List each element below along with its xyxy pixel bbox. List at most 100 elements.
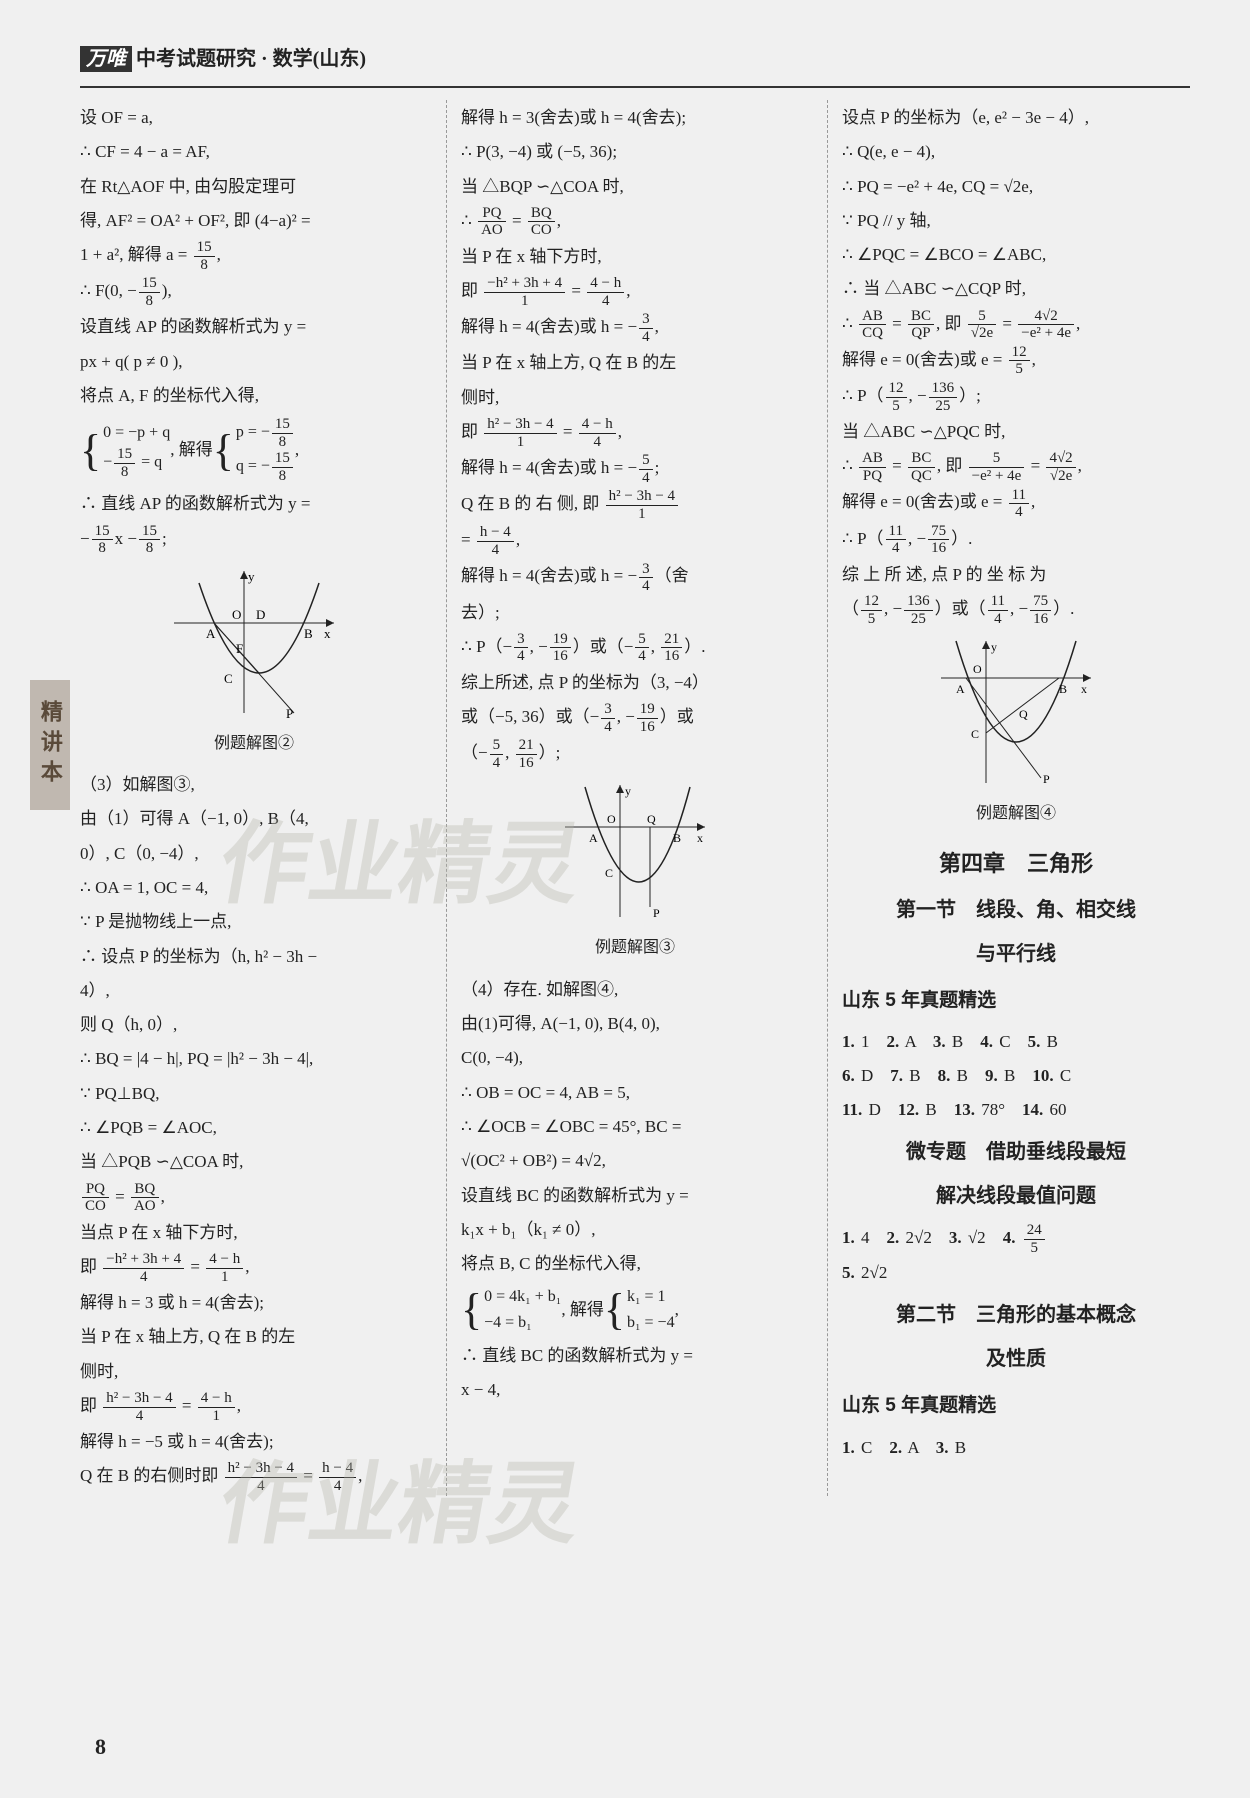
text-line: ∴ F(0, −158), [80, 275, 428, 309]
text-line: 综 上 所 述, 点 P 的 坐 标 为 [842, 559, 1190, 591]
section-title: 第二节 三角形的基本概念 [842, 1296, 1190, 1334]
text-line: 当 △PQB ∽△COA 时, [80, 1146, 428, 1178]
text-line: ∴ ABPQ = BCQC, 即 5−e² + 4e = 4√2√2e, [842, 450, 1190, 484]
text-line: 将点 B, C 的坐标代入得, [461, 1248, 809, 1280]
text-line: 即 −h² + 3h + 41 = 4 − h4, [461, 275, 809, 309]
svg-text:Q: Q [1019, 707, 1028, 721]
svg-text:y: y [248, 569, 255, 584]
svg-text:F: F [236, 641, 243, 656]
figure-caption: 例题解图④ [842, 799, 1190, 829]
text-line: 解得 h = 3 或 h = 4(舍去); [80, 1287, 428, 1319]
text-line: （−54, 2116）; [461, 737, 809, 771]
text-line: ∴ ∠PQB = ∠AOC, [80, 1112, 428, 1144]
text-line: 当 P 在 x 轴上方, Q 在 B 的左 [461, 347, 809, 379]
brand-logo: 万唯 [80, 46, 132, 72]
text-line: 当点 P 在 x 轴下方时, [80, 1217, 428, 1249]
text-line: 解得 h = 3(舍去)或 h = 4(舍去); [461, 102, 809, 134]
text-line: ∴ 当 △ABC ∽△CQP 时, [842, 273, 1190, 305]
text-line: ∴ PQ = −e² + 4e, CQ = √2e, [842, 171, 1190, 203]
text-line: ∴ P（−34, −1916）或（−54, 2116）. [461, 631, 809, 665]
text-line: （125, −13625）或（114, −7516）. [842, 593, 1190, 627]
svg-text:P: P [286, 706, 293, 721]
header-title: 中考试题研究 · 数学(山东) [136, 48, 366, 70]
text-line: 由(1)可得, A(−1, 0), B(4, 0), [461, 1008, 809, 1040]
exam-heading: 山东 5 年真题精选 [842, 1388, 1190, 1424]
svg-text:P: P [1043, 772, 1050, 786]
svg-text:B: B [673, 831, 681, 845]
text-line: ∴ Q(e, e − 4), [842, 136, 1190, 168]
answer-set-1: 1. 1 2. A 3. B 4. C 5. B 6. D 7. B 8. B … [842, 1025, 1190, 1127]
svg-text:O: O [232, 607, 241, 622]
text-line: 当 △BQP ∽△COA 时, [461, 171, 809, 203]
section-title: 解决线段最值问题 [842, 1177, 1190, 1215]
answer-set-2: 1. 4 2. 2√2 3. √2 4. 2455. 2√2 [842, 1221, 1190, 1290]
text-line: 去）; [461, 597, 809, 629]
text-line: ∵ PQ⊥BQ, [80, 1078, 428, 1110]
column-3: 设点 P 的坐标为（e, e² − 3e − 4）, ∴ Q(e, e − 4)… [827, 100, 1190, 1496]
text-line: k₁x + b₁（k₁ ≠ 0）, [461, 1214, 809, 1246]
text-line: ∴ P(3, −4) 或 (−5, 36); [461, 136, 809, 168]
text-line: 0）, C（0, −4）, [80, 838, 428, 870]
text-line: 设点 P 的坐标为（e, e² − 3e − 4）, [842, 102, 1190, 134]
svg-text:x: x [1081, 682, 1087, 696]
text-line: ∴ ABCQ = BCQP, 即 5√2e = 4√2−e² + 4e, [842, 308, 1190, 342]
text-line: √(OC² + OB²) = 4√2, [461, 1145, 809, 1177]
text-line: 设直线 BC 的函数解析式为 y = [461, 1180, 809, 1212]
text-line: 设 OF = a, [80, 102, 428, 134]
fraction: 158 [194, 239, 215, 273]
text-line: ∴ OA = 1, OC = 4, [80, 872, 428, 904]
svg-text:A: A [956, 682, 965, 696]
text-line: 即 h² − 3h − 44 = 4 − h1, [80, 1390, 428, 1424]
graph-fig4: y x O A B C Q P [931, 633, 1101, 793]
content-columns: 设 OF = a, ∴ CF = 4 − a = AF, 在 Rt△AOF 中,… [80, 100, 1190, 1496]
text-line: ∴ 直线 AP 的函数解析式为 y = [80, 488, 428, 520]
svg-text:y: y [991, 640, 997, 654]
figure-caption: 例题解图② [80, 729, 428, 759]
text-line: ∴ OB = OC = 4, AB = 5, [461, 1077, 809, 1109]
text-line: 在 Rt△AOF 中, 由勾股定理可 [80, 171, 428, 203]
text-line: C(0, −4), [461, 1042, 809, 1074]
text-line: 或（−5, 36）或（−34, −1916）或 [461, 701, 809, 735]
text-line: 侧时, [80, 1356, 428, 1388]
text-line: = h − 44, [461, 524, 809, 558]
section-title: 与平行线 [842, 935, 1190, 973]
svg-text:Q: Q [647, 812, 656, 826]
text-line: 解得 e = 0(舍去)或 e = 125, [842, 344, 1190, 378]
text-line: Q 在 B 的 右 侧, 即 h² − 3h − 41 [461, 488, 809, 522]
svg-text:D: D [256, 607, 265, 622]
equation-system: { 0 = 4k₁ + b₁ −4 = b₁ , 解得 { k₁ = 1 b₁ … [461, 1284, 809, 1335]
text-line: ∴ PQAO = BQCO, [461, 205, 809, 239]
text-line: ∴ 设点 P 的坐标为（h, h² − 3h − [80, 941, 428, 973]
text-line: Q 在 B 的右侧时即 h² − 3h − 44 = h − 44, [80, 1460, 428, 1494]
text-line: −158x −158; [80, 523, 428, 557]
text-line: 则 Q（h, 0）, [80, 1009, 428, 1041]
text-line: 解得 h = 4(舍去)或 h = −34, [461, 311, 809, 345]
page-header: 万唯中考试题研究 · 数学(山东) [80, 40, 1190, 88]
section-title: 微专题 借助垂线段最短 [842, 1133, 1190, 1171]
text-line: ∴ ∠PQC = ∠BCO = ∠ABC, [842, 239, 1190, 271]
svg-text:A: A [206, 626, 216, 641]
graph-fig3: y x O Q A B C P [555, 777, 715, 927]
svg-text:B: B [1059, 682, 1067, 696]
page-number: 8 [95, 1726, 106, 1768]
text-line: （3）如解图③, [80, 769, 428, 801]
text-line: ∴ ∠OCB = ∠OBC = 45°, BC = [461, 1111, 809, 1143]
figure-caption: 例题解图③ [461, 933, 809, 963]
text-line: 4）, [80, 975, 428, 1007]
text-line: 即 h² − 3h − 41 = 4 − h4, [461, 416, 809, 450]
text-line: 侧时, [461, 382, 809, 414]
text-line: 得, AF² = OA² + OF², 即 (4−a)² = [80, 205, 428, 237]
text-line: （4）存在. 如解图④, [461, 974, 809, 1006]
text-line: 综上所述, 点 P 的坐标为（3, −4） [461, 667, 809, 699]
text-line: 设直线 AP 的函数解析式为 y = [80, 311, 428, 343]
text-line: 当 P 在 x 轴下方时, [461, 241, 809, 273]
text-line: 解得 e = 0(舍去)或 e = 114, [842, 486, 1190, 520]
text-line: ∴ CF = 4 − a = AF, [80, 136, 428, 168]
text-line: ∵ P 是抛物线上一点, [80, 906, 428, 938]
answer-set-3: 1. C 2. A 3. B [842, 1431, 1190, 1465]
text-line: 当 △ABC ∽△PQC 时, [842, 416, 1190, 448]
svg-text:y: y [625, 784, 631, 798]
column-1: 设 OF = a, ∴ CF = 4 − a = AF, 在 Rt△AOF 中,… [80, 100, 428, 1496]
text-line: ∴ BQ = |4 − h|, PQ = |h² − 3h − 4|, [80, 1043, 428, 1075]
text-line: ∵ PQ // y 轴, [842, 205, 1190, 237]
